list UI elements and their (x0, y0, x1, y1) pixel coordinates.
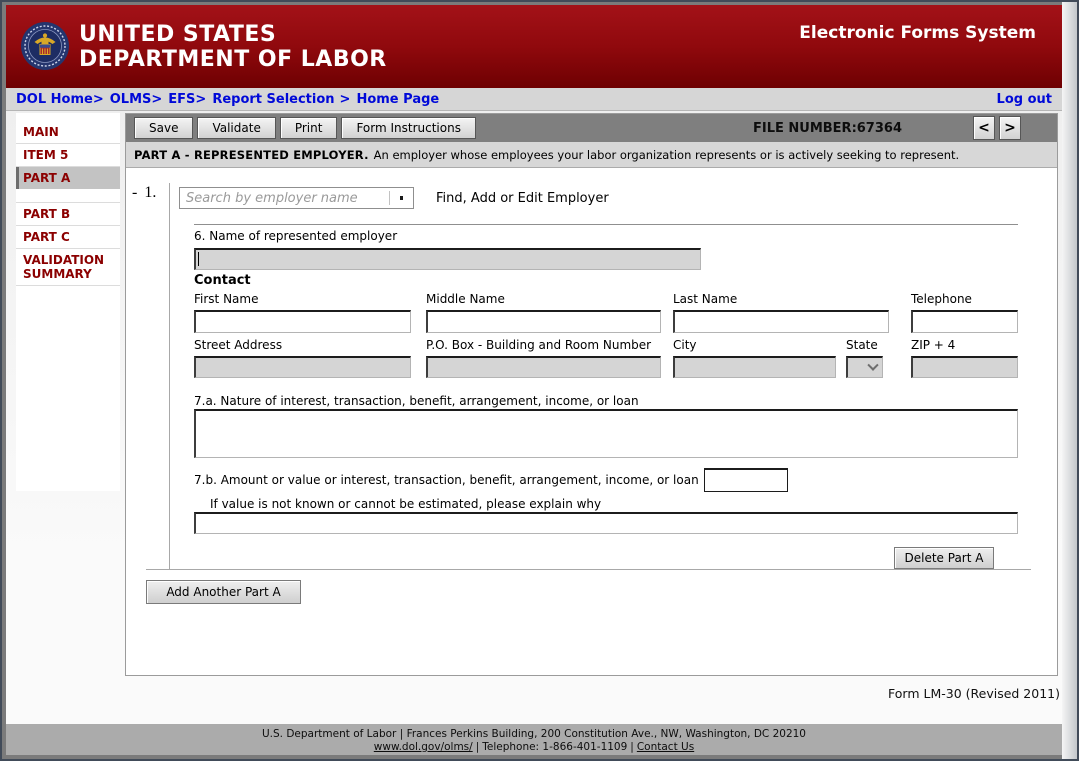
olms-website-link[interactable]: www.dol.gov/olms/ (373, 741, 473, 753)
po-box-label: P.O. Box - Building and Room Number (426, 338, 652, 352)
breadcrumb-separator: > (339, 91, 351, 107)
collapse-toggle[interactable]: - (132, 184, 138, 201)
footer-links-line: www.dol.gov/olms/| Telephone: 1-866-401-1… (6, 741, 1062, 754)
agency-title: UNITED STATES DEPARTMENT OF LABOR (79, 22, 387, 72)
zip-label: ZIP + 4 (911, 338, 956, 352)
q7b-amount-field[interactable] (703, 468, 788, 492)
combobox-divider (389, 191, 390, 205)
sidebar-item-validation-summary[interactable]: VALIDATION SUMMARY (16, 249, 120, 286)
form-instructions-button[interactable]: Form Instructions (341, 117, 476, 139)
last-name-label: Last Name (673, 292, 738, 306)
q7b-label: 7.b. Amount or value or interest, transa… (194, 473, 699, 487)
combobox-dropdown-icon[interactable] (400, 196, 403, 200)
breadcrumb-report-selection[interactable]: Report Selection (212, 91, 335, 107)
footer-separator: | (475, 741, 480, 753)
explain-label: If value is not known or cannot be estim… (210, 497, 602, 511)
logout-link[interactable]: Log out (996, 91, 1052, 107)
contact-heading: Contact (194, 273, 251, 288)
breadcrumb-separator: > (195, 91, 207, 107)
telephone-label: Telephone (911, 292, 972, 306)
last-name-field[interactable] (673, 310, 889, 333)
sidebar-item-part-c[interactable]: PART C (16, 226, 120, 249)
breadcrumb-separator: > (92, 91, 104, 107)
item-divider-vertical (169, 183, 170, 569)
q7a-textarea[interactable] (194, 409, 1018, 458)
file-number-label: FILE NUMBER: (752, 121, 857, 136)
part-pager: < > (973, 116, 1021, 140)
validate-button[interactable]: Validate (197, 117, 276, 139)
masthead: UNITED STATES DEPARTMENT OF LABOR Electro… (6, 5, 1062, 88)
text-caret (198, 252, 199, 266)
middle-name-label: Middle Name (426, 292, 505, 306)
sidebar-item-main[interactable]: MAIN (16, 121, 120, 144)
section-divider (194, 224, 1018, 225)
employer-search-input[interactable] (179, 187, 414, 209)
employer-name-label: 6. Name of represented employer (194, 229, 398, 243)
breadcrumb-olms[interactable]: OLMS (109, 91, 152, 107)
employer-name-field[interactable] (194, 248, 701, 270)
page-footer: U.S. Department of Labor | Frances Perki… (6, 724, 1062, 755)
q7a-label: 7.a. Nature of interest, transaction, be… (194, 394, 639, 408)
telephone-field[interactable] (911, 310, 1018, 333)
footer-separator: | (630, 741, 634, 753)
page-body: MAIN ITEM 5 PART A PART B PART C VALIDAT… (6, 111, 1062, 755)
search-hint-text: Find, Add or Edit Employer (436, 191, 609, 206)
chevron-down-icon (867, 359, 879, 371)
window-right-margin (1062, 2, 1077, 759)
state-label: State (846, 338, 878, 352)
sidebar-item-part-a[interactable]: PART A (16, 167, 120, 189)
middle-name-field[interactable] (426, 310, 661, 333)
city-field (673, 356, 836, 378)
form-revision-note: Form LM-30 (Revised 2011) (888, 686, 1060, 701)
breadcrumb-dol-home[interactable]: DOL Home (16, 91, 93, 107)
content-panel: Save Validate Print Form Instructions FI… (125, 113, 1058, 676)
section-header: PART A - REPRESENTED EMPLOYER. An employ… (126, 142, 1057, 168)
save-button[interactable]: Save (134, 117, 194, 139)
explain-field[interactable] (194, 512, 1018, 534)
first-name-field[interactable] (194, 310, 411, 333)
employer-search-combobox (179, 187, 414, 209)
agency-line2: DEPARTMENT OF LABOR (79, 47, 387, 72)
agency-line1: UNITED STATES (79, 22, 277, 47)
q7b-row: 7.b. Amount or value or interest, transa… (194, 468, 788, 492)
item-number: 1. (144, 184, 157, 201)
footer-address-line: U.S. Department of Labor | Frances Perki… (261, 728, 806, 740)
next-part-button[interactable]: > (999, 116, 1021, 140)
contact-us-link[interactable]: Contact Us (636, 741, 695, 753)
po-box-field (426, 356, 661, 378)
breadcrumb-home-page[interactable]: Home Page (356, 91, 440, 107)
sidebar-nav: MAIN ITEM 5 PART A PART B PART C VALIDAT… (16, 113, 120, 491)
part-a-form: - 1. Find, Add or Edit Employer 6. Name … (126, 168, 1057, 675)
city-label: City (673, 338, 697, 352)
item-divider-horizontal (146, 569, 1031, 570)
efs-window: UNITED STATES DEPARTMENT OF LABOR Electro… (6, 5, 1062, 755)
street-address-label: Street Address (194, 338, 283, 352)
sidebar-item-part-b[interactable]: PART B (16, 202, 120, 226)
zip-field (911, 356, 1018, 378)
first-name-label: First Name (194, 292, 259, 306)
sidebar-item-item5[interactable]: ITEM 5 (16, 144, 120, 167)
breadcrumb: DOL Home > OLMS > EFS > Report Selection… (6, 88, 1062, 111)
file-number: FILE NUMBER:67364 (753, 121, 902, 136)
dol-seal-icon (21, 22, 69, 70)
section-description: An employer whose employees your labor o… (373, 147, 960, 162)
previous-part-button[interactable]: < (973, 116, 995, 140)
delete-part-a-button[interactable]: Delete Part A (894, 547, 994, 569)
breadcrumb-separator: > (151, 91, 163, 107)
item-marker: - 1. (132, 184, 156, 202)
breadcrumb-efs[interactable]: EFS (168, 91, 196, 107)
section-title: PART A - REPRESENTED EMPLOYER. (134, 147, 369, 162)
app-title: Electronic Forms System (799, 23, 1036, 43)
print-button[interactable]: Print (279, 117, 338, 139)
file-number-value: 67364 (856, 121, 902, 136)
toolbar: Save Validate Print Form Instructions FI… (126, 114, 1057, 142)
street-address-field (194, 356, 411, 378)
add-another-part-a-button[interactable]: Add Another Part A (146, 580, 301, 604)
footer-telephone: Telephone: 1-866-401-1109 (482, 741, 628, 753)
state-select (846, 356, 883, 378)
